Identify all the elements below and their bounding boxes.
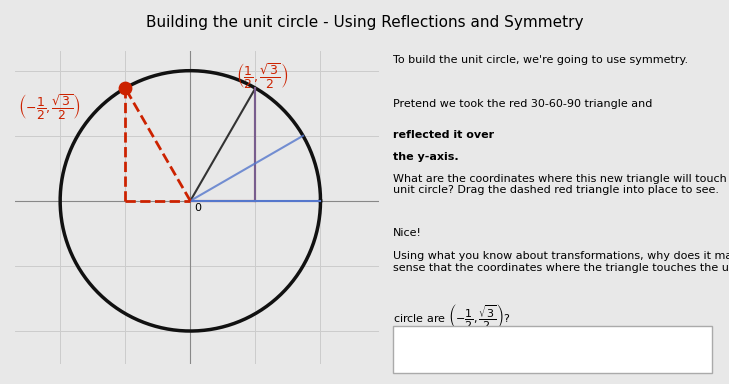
- Text: Pretend we took the red 30-60-90 triangle and: Pretend we took the red 30-60-90 triangl…: [393, 99, 656, 109]
- Bar: [393, 326, 712, 373]
- Text: To build the unit circle, we're going to use symmetry.: To build the unit circle, we're going to…: [393, 55, 688, 65]
- Text: Using what you know about transformations, why does it make
sense that the coord: Using what you know about transformation…: [393, 251, 729, 273]
- Text: $\left(-\dfrac{1}{2}, \dfrac{\sqrt{3}}{2}\right)$: $\left(-\dfrac{1}{2}, \dfrac{\sqrt{3}}{2…: [18, 92, 81, 122]
- Text: Building the unit circle - Using Reflections and Symmetry: Building the unit circle - Using Reflect…: [146, 15, 583, 30]
- Text: $\left(\dfrac{1}{2}, \dfrac{\sqrt{3}}{2}\right)$: $\left(\dfrac{1}{2}, \dfrac{\sqrt{3}}{2}…: [236, 61, 288, 91]
- Text: 0: 0: [194, 203, 201, 213]
- Point: [120, 85, 131, 91]
- Text: Nice!: Nice!: [393, 228, 422, 238]
- Text: |: |: [548, 332, 553, 346]
- Text: the y-axis.: the y-axis.: [393, 152, 459, 162]
- Text: reflected it over: reflected it over: [393, 130, 494, 140]
- Text: What are the coordinates where this new triangle will touch the
unit circle? Dra: What are the coordinates where this new …: [393, 174, 729, 195]
- Text: circle are $\left(-\dfrac{1}{2}, \dfrac{\sqrt{3}}{2}\right)$?: circle are $\left(-\dfrac{1}{2}, \dfrac{…: [393, 302, 510, 331]
